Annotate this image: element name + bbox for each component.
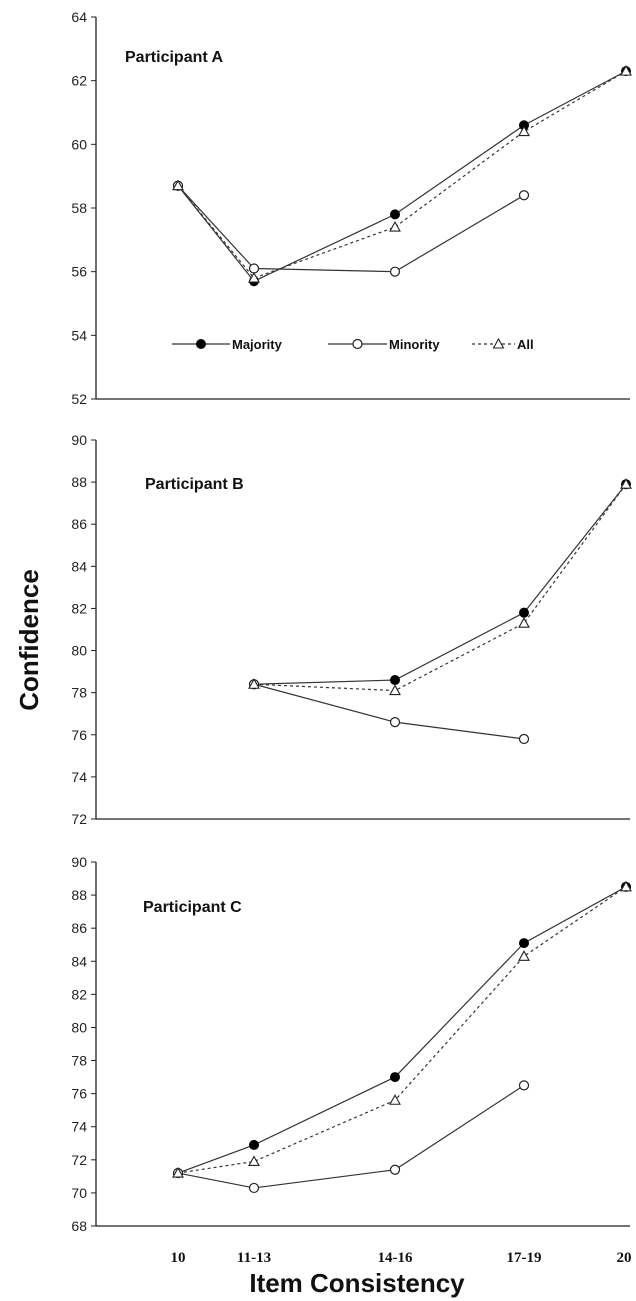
panel-3: 68 70 72 74 76 78 80 82 84 86 88 90 Participant C (71, 854, 632, 1234)
series-line-all (177, 70, 627, 279)
series-line-majority (177, 70, 627, 282)
y-tick-label: 56 (71, 264, 87, 280)
legend-marker-all (492, 337, 505, 349)
series-line-all (253, 483, 627, 692)
y-tick-label: 76 (71, 1086, 87, 1102)
data-point-all (172, 1166, 184, 1178)
data-point-minority (248, 263, 260, 274)
data-point-majority (519, 938, 529, 949)
data-point-majority (390, 675, 400, 686)
data-point-all (518, 125, 530, 137)
y-tick-label: 84 (71, 953, 87, 969)
panel-title: Participant A (125, 49, 224, 66)
panel-1: 52 54 56 58 60 62 64 Participant A (71, 9, 632, 407)
legend-label-all: All (517, 337, 534, 352)
legend-label-majority: Majority (232, 337, 283, 352)
y-tick-label: 90 (71, 854, 87, 870)
data-point-all (389, 684, 401, 696)
data-point-all (248, 1155, 260, 1167)
y-tick-label: 82 (71, 600, 87, 616)
data-point-minority (389, 1164, 401, 1175)
y-tick-label: 72 (71, 1152, 87, 1168)
y-tick-label: 82 (71, 986, 87, 1002)
y-tick-label: 76 (71, 727, 87, 743)
data-point-all (518, 617, 530, 628)
data-point-all (172, 179, 184, 191)
y-tick-label: 90 (71, 432, 87, 448)
y-axis-title: Confidence (14, 569, 44, 711)
data-point-majority (249, 1139, 259, 1150)
data-point-all (389, 220, 401, 232)
legend-marker-minority (352, 338, 363, 350)
data-point-majority (390, 209, 400, 220)
y-tick-label: 78 (71, 1053, 87, 1069)
y-tick-label: 64 (71, 9, 87, 25)
y-tick-label: 74 (71, 1119, 87, 1135)
y-tick-label: 86 (71, 920, 87, 936)
y-tick-label: 58 (71, 200, 87, 216)
y-tick-label: 60 (71, 136, 87, 152)
data-point-minority (248, 1182, 260, 1194)
series-line-majority (177, 886, 627, 1174)
series-line-all (177, 886, 627, 1174)
data-point-all (620, 64, 632, 76)
y-tick-label: 68 (71, 1218, 87, 1234)
x-tick-label: 14-16 (378, 1250, 413, 1266)
y-tick-label: 80 (71, 643, 87, 659)
data-point-minority (389, 717, 401, 728)
y-tick-label: 88 (71, 474, 87, 490)
data-point-minority (389, 266, 401, 277)
y-tick-label: 74 (71, 769, 87, 785)
legend: Majority Minority All (172, 337, 534, 352)
data-point-majority (519, 607, 529, 618)
panel-title: Participant B (145, 476, 244, 493)
y-tick-label: 62 (71, 73, 87, 89)
data-point-all (248, 271, 260, 283)
series-line-minority (253, 683, 525, 740)
x-tick-label: 11-13 (237, 1250, 271, 1266)
y-tick-label: 70 (71, 1185, 87, 1201)
legend-label-minority: Minority (389, 337, 440, 352)
x-tick-label: 10 (171, 1250, 186, 1266)
data-point-minority (518, 733, 530, 745)
data-point-minority (518, 190, 530, 201)
y-tick-label: 52 (71, 391, 87, 407)
data-point-majority (390, 1072, 400, 1083)
legend-marker-majority (196, 339, 206, 349)
data-point-all (389, 1094, 401, 1105)
y-tick-label: 88 (71, 887, 87, 903)
series-line-majority (253, 483, 627, 685)
y-tick-label: 78 (71, 685, 87, 701)
data-point-minority (518, 1080, 530, 1091)
y-tick-label: 84 (71, 558, 87, 574)
data-point-all (620, 478, 632, 489)
panel-2: 72 74 76 78 80 82 84 86 88 90 Participant B (71, 432, 632, 827)
series-line-minority (177, 185, 525, 273)
y-tick-label: 72 (71, 811, 87, 827)
series-line-minority (177, 1084, 525, 1189)
y-tick-label: 54 (71, 327, 87, 343)
panel-title: Participant C (143, 899, 242, 916)
x-tick-label: 17-19 (507, 1250, 542, 1266)
x-axis-title: Item Consistency (249, 1268, 465, 1298)
data-point-all (620, 880, 632, 892)
data-point-all (248, 678, 260, 689)
y-tick-label: 80 (71, 1019, 87, 1035)
x-tick-label: 20 (617, 1250, 632, 1266)
data-point-all (518, 950, 530, 961)
y-tick-label: 86 (71, 516, 87, 532)
